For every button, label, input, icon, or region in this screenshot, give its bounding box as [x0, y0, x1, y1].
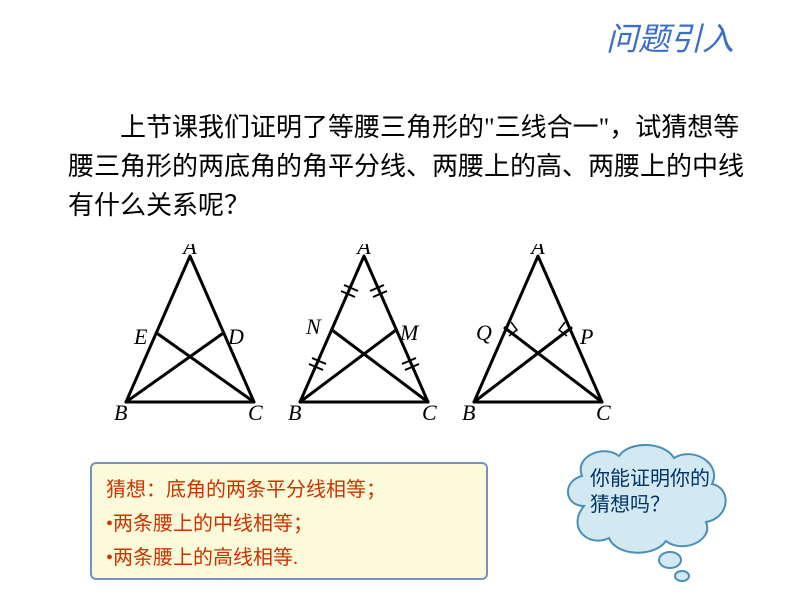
- triangle-bisectors: A B C E D: [110, 244, 270, 424]
- cloud-text: 你能证明你的猜想吗？: [590, 466, 710, 518]
- conjecture-line3: •两条腰上的高线相等.: [106, 542, 472, 574]
- label-c1: C: [248, 400, 263, 424]
- triangle-altitudes: A B C Q P: [458, 244, 618, 424]
- section-title: 问题引入: [606, 14, 734, 60]
- prompt-cloud: 你能证明你的猜想吗？: [554, 436, 734, 586]
- main-paragraph: 上节课我们证明了等腰三角形的"三线合一"，试猜想等腰三角形的两底角的角平分线、两…: [68, 108, 754, 225]
- label-a1: A: [181, 244, 197, 259]
- triangle-medians: A B C N M: [284, 244, 444, 424]
- label-n: N: [305, 314, 322, 339]
- triangle-diagrams: A B C E D A B C N: [110, 244, 618, 424]
- label-d: D: [227, 324, 244, 349]
- paragraph-text: 上节课我们证明了等腰三角形的"三线合一"，试猜想等腰三角形的两底角的角平分线、两…: [68, 113, 744, 220]
- label-b2: B: [288, 400, 301, 424]
- label-a2: A: [355, 244, 371, 259]
- label-a3: A: [529, 244, 545, 259]
- conjecture-box: 猜想：底角的两条平分线相等； •两条腰上的中线相等； •两条腰上的高线相等.: [90, 462, 488, 580]
- label-b1: B: [114, 400, 127, 424]
- label-q: Q: [476, 320, 492, 345]
- label-c3: C: [596, 400, 611, 424]
- label-e: E: [133, 324, 148, 349]
- conjecture-line1: 猜想：底角的两条平分线相等；: [106, 474, 472, 506]
- label-b3: B: [462, 400, 475, 424]
- label-p: P: [579, 324, 593, 349]
- label-c2: C: [422, 400, 437, 424]
- label-m: M: [399, 320, 420, 345]
- conjecture-line2: •两条腰上的中线相等；: [106, 508, 472, 540]
